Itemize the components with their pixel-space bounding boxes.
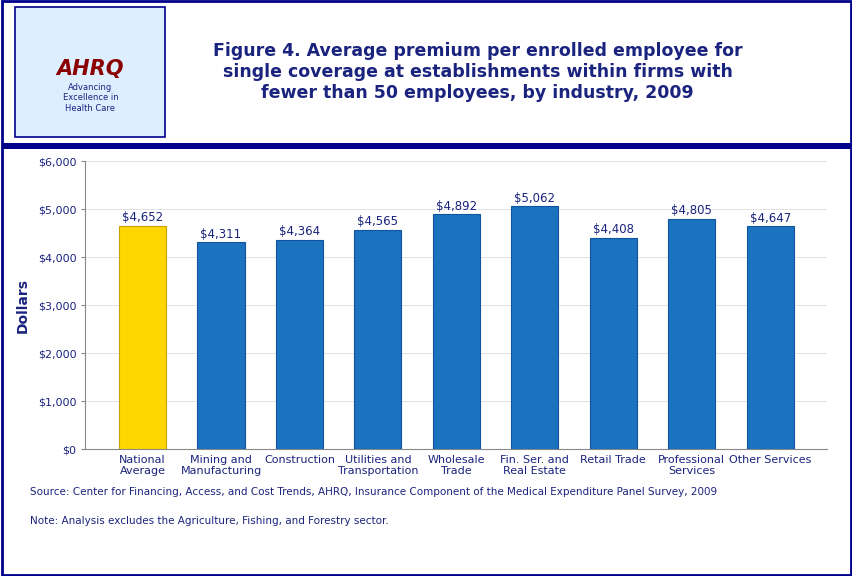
Text: $4,652: $4,652 xyxy=(122,211,163,224)
Text: $4,565: $4,565 xyxy=(357,215,398,229)
Text: $4,311: $4,311 xyxy=(200,228,241,241)
Bar xyxy=(119,226,166,449)
Text: $4,805: $4,805 xyxy=(671,204,711,217)
Bar xyxy=(510,206,558,449)
Text: AHRQ: AHRQ xyxy=(56,59,124,79)
Bar xyxy=(746,226,792,449)
Bar xyxy=(354,230,401,449)
Text: Figure 4. Average premium per enrolled employee for
single coverage at establish: Figure 4. Average premium per enrolled e… xyxy=(213,42,741,102)
Text: $4,892: $4,892 xyxy=(435,200,476,213)
Bar xyxy=(589,238,636,449)
Bar xyxy=(198,242,245,449)
Y-axis label: Dollars: Dollars xyxy=(15,278,29,333)
Text: $5,062: $5,062 xyxy=(514,192,555,204)
Text: Advancing
Excellence in
Health Care: Advancing Excellence in Health Care xyxy=(62,83,118,113)
Text: Source: Center for Financing, Access, and Cost Trends, AHRQ, Insurance Component: Source: Center for Financing, Access, an… xyxy=(30,487,717,497)
Text: $4,408: $4,408 xyxy=(592,223,633,236)
Text: $4,647: $4,647 xyxy=(749,211,790,225)
Text: Note: Analysis excludes the Agriculture, Fishing, and Forestry sector.: Note: Analysis excludes the Agriculture,… xyxy=(30,516,389,525)
Bar xyxy=(432,214,480,449)
Text: $4,364: $4,364 xyxy=(279,225,320,238)
Bar xyxy=(667,219,714,449)
Bar xyxy=(275,240,323,449)
